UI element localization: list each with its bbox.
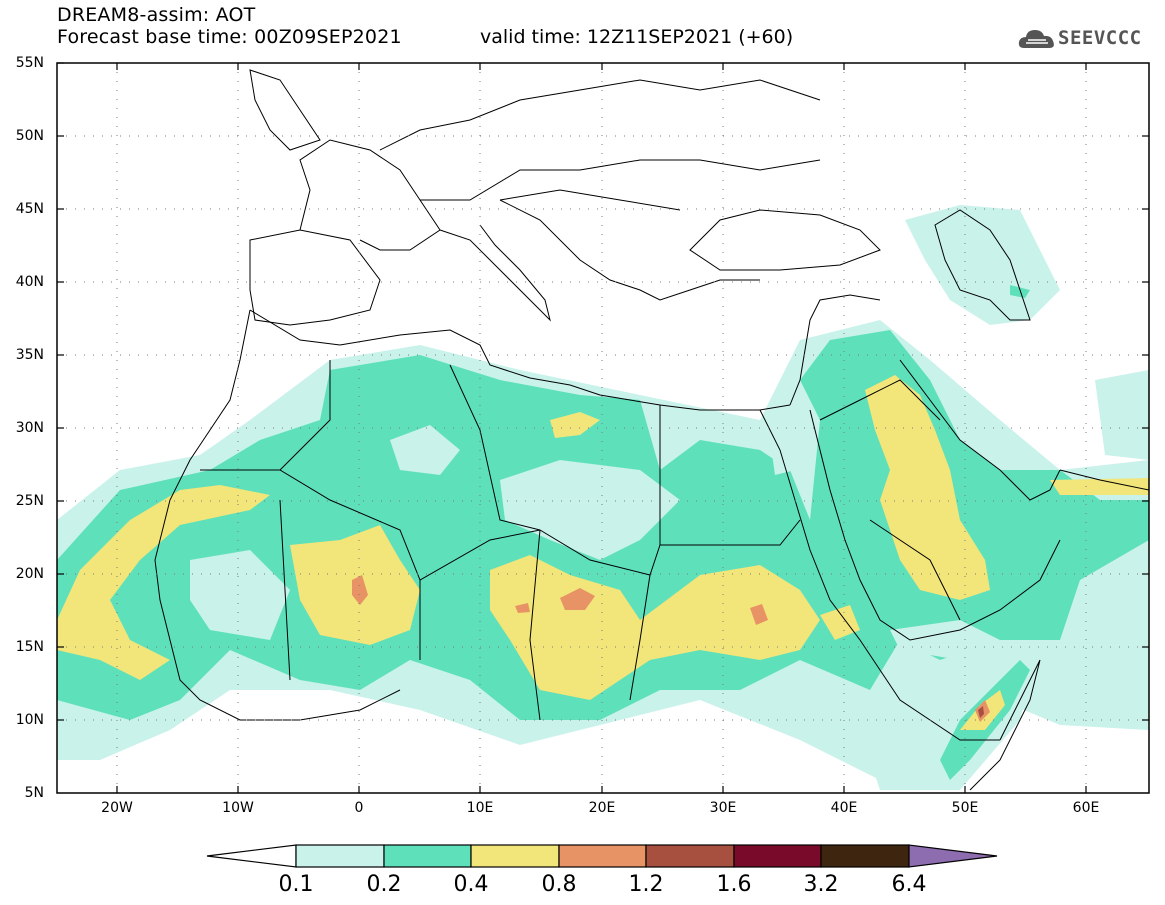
lon-label-40e: 40E: [819, 800, 869, 816]
aot-fields: [57, 205, 1149, 790]
lat-label-45n: 45N: [4, 201, 44, 217]
lat-label-10n: 10N: [4, 712, 44, 728]
coastline-italy: [440, 225, 550, 320]
colorbar-bin-1.6: [734, 845, 821, 867]
border-europe: [380, 80, 820, 210]
colorbar-low-arrow: [207, 845, 296, 867]
coastline-france: [300, 140, 440, 250]
lat-label-25n: 25N: [4, 493, 44, 509]
colorbar-label-0.4: 0.4: [441, 872, 501, 897]
lon-label-10e: 10E: [455, 800, 505, 816]
colorbar-label-0.8: 0.8: [529, 872, 589, 897]
coastline-iberia: [250, 230, 380, 325]
lat-label-15n: 15N: [4, 639, 44, 655]
colorbar-bin-0.2: [384, 845, 471, 867]
colorbar-bin-0.1: [296, 845, 384, 867]
lon-label-10w: 10W: [213, 800, 263, 816]
lat-label-40n: 40N: [4, 274, 44, 290]
colorbar-label-3.2: 3.2: [791, 872, 851, 897]
lon-label-60e: 60E: [1061, 800, 1111, 816]
lon-label-20w: 20W: [92, 800, 142, 816]
lat-label-30n: 30N: [4, 420, 44, 436]
lat-label-20n: 20N: [4, 566, 44, 582]
colorbar-label-0.1: 0.1: [266, 872, 326, 897]
aot-contour-0.1-caspian: [905, 205, 1060, 325]
aot-contour-0.1-iran: [1095, 370, 1149, 460]
lat-label-35n: 35N: [4, 347, 44, 363]
colorbar-bin-1.2: [646, 845, 734, 867]
colorbar-label-1.2: 1.2: [616, 872, 676, 897]
lon-label-30e: 30E: [698, 800, 748, 816]
colorbar-bin-0.4: [471, 845, 559, 867]
colorbar-label-6.4: 6.4: [879, 872, 939, 897]
lat-label-55n: 55N: [4, 55, 44, 71]
coastline-balkans: [500, 200, 760, 300]
coastline-uk: [250, 70, 320, 150]
lat-label-50n: 50N: [4, 128, 44, 144]
colorbar-bin-3.2: [821, 845, 909, 867]
lat-label-5n: 5N: [4, 785, 44, 801]
colorbar-label-0.2: 0.2: [354, 872, 414, 897]
colorbar-label-1.6: 1.6: [704, 872, 764, 897]
colorbar: [207, 845, 997, 867]
coastline-black-sea: [690, 210, 880, 270]
lon-label-50e: 50E: [940, 800, 990, 816]
colorbar-high-arrow: [909, 845, 997, 867]
lon-label-0: 0: [334, 800, 384, 816]
colorbar-bin-0.8: [559, 845, 646, 867]
lon-label-20e: 20E: [577, 800, 627, 816]
